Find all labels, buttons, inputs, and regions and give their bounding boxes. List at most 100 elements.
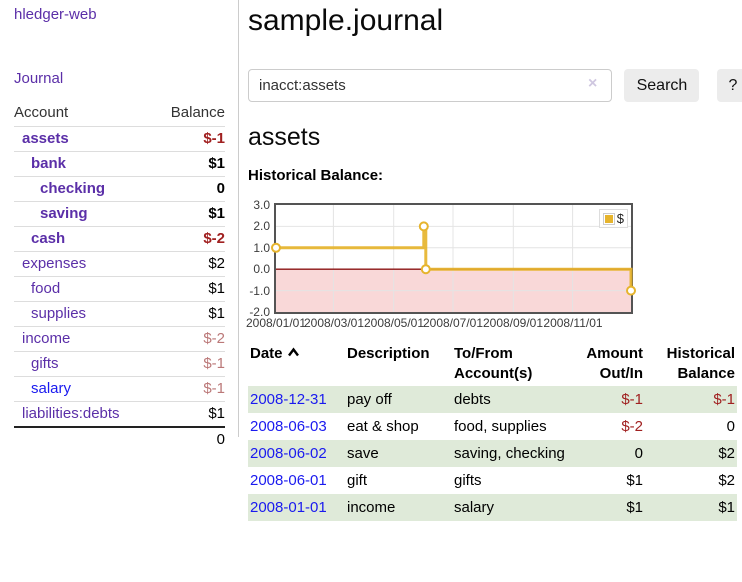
register-row: 2008-06-01 gift gifts $1 $2 — [248, 467, 737, 494]
date-header-label: Date — [250, 345, 283, 362]
clear-search-icon[interactable]: × — [588, 75, 598, 92]
account-balance: $1 — [153, 151, 225, 177]
account-balance: $1 — [153, 301, 225, 327]
main-content: sample.journal × Search ? assets Histori… — [246, 0, 742, 521]
transaction-accounts: debts — [452, 386, 567, 413]
account-total-value: 0 — [153, 426, 225, 452]
transaction-accounts: salary — [452, 494, 567, 521]
account-balance: $1 — [153, 276, 225, 302]
register-row: 2008-12-31 pay off debts $-1 $-1 — [248, 386, 737, 413]
account-link-salary[interactable]: salary — [31, 380, 72, 397]
account-balance-table: Account Balance assets $-1 bank $1 check… — [14, 101, 225, 452]
account-balance: $-1 — [153, 376, 225, 402]
y-tick-label: 0.0 — [253, 262, 270, 276]
transaction-balance: 0 — [726, 418, 735, 435]
account-link-liabilities-debts[interactable]: liabilities:debts — [22, 405, 120, 422]
chart-legend: $ — [598, 209, 628, 228]
transaction-balance: $2 — [718, 472, 735, 489]
balance-column-header: Balance — [170, 104, 225, 121]
transaction-amount: $-1 — [567, 386, 645, 413]
y-tick-label: 2.0 — [253, 219, 270, 233]
date-column-header[interactable]: Date — [248, 342, 345, 386]
register-header-row: Date Description To/From Account(s) Amou… — [248, 342, 737, 386]
y-tick-label: 1.0 — [253, 241, 270, 255]
transaction-balance: $1 — [645, 494, 737, 521]
account-row: assets $-1 — [14, 126, 225, 152]
account-row: food $1 — [14, 276, 225, 302]
transaction-date-link[interactable]: 2008-06-03 — [250, 418, 327, 435]
y-tick-label: 3.0 — [253, 198, 270, 212]
account-link-assets[interactable]: assets — [22, 130, 69, 147]
account-row: cash $-2 — [14, 226, 225, 252]
transaction-date-link[interactable]: 2008-06-01 — [250, 472, 327, 489]
app-title-link[interactable]: hledger-web — [14, 6, 97, 23]
transaction-balance: $2 — [645, 440, 737, 467]
search-input[interactable] — [248, 69, 612, 102]
data-point-marker — [626, 285, 636, 296]
account-link-income[interactable]: income — [22, 330, 71, 347]
balance-column-header: Historical Balance — [666, 345, 735, 382]
account-balance: $1 — [153, 201, 225, 227]
account-balance: $-1 — [153, 351, 225, 377]
transaction-description: eat & shop — [347, 418, 419, 435]
transaction-accounts: food, supplies — [454, 418, 547, 435]
y-tick-label: -2.0 — [249, 305, 270, 319]
account-balance: 0 — [153, 176, 225, 202]
data-point-marker — [418, 221, 429, 232]
account-total-row: 0 — [14, 426, 225, 452]
amount-column-header: Amount Out/In — [586, 345, 643, 382]
help-button[interactable]: ? — [716, 69, 742, 102]
legend-color-swatch — [602, 212, 615, 225]
account-row: income $-2 — [14, 326, 225, 352]
data-point-marker — [271, 242, 281, 253]
search-form: × Search ? — [248, 69, 742, 102]
account-heading: assets — [248, 123, 321, 151]
transaction-description: pay off — [345, 386, 452, 413]
transaction-description: gift — [347, 472, 368, 489]
account-link-bank[interactable]: bank — [31, 155, 67, 172]
accounts-column-header: To/From Account(s) — [454, 345, 533, 382]
account-balance: $-1 — [153, 126, 225, 152]
chart-plot-area[interactable] — [271, 205, 636, 312]
account-balance: $1 — [153, 401, 225, 427]
account-link-saving[interactable]: saving — [40, 205, 88, 222]
transaction-amount: $1 — [626, 472, 643, 489]
x-tick-label: 2008/07/01 — [422, 316, 484, 330]
transaction-amount: $1 — [567, 494, 645, 521]
sidebar-item-journal[interactable]: Journal — [14, 70, 64, 87]
gridlines — [276, 205, 631, 312]
data-point-marker — [420, 264, 431, 275]
transaction-date-link[interactable]: 2008-12-31 — [250, 391, 327, 408]
y-tick-label: -1.0 — [249, 284, 270, 298]
account-link-cash[interactable]: cash — [31, 230, 66, 247]
account-link-supplies[interactable]: supplies — [31, 305, 87, 322]
data-point-markers — [271, 221, 636, 296]
historical-balance-chart[interactable]: 3.0 2.0 1.0 0.0 -1.0 -2.0 2008/01/01 200… — [246, 198, 636, 330]
transaction-accounts: saving, checking — [452, 440, 567, 467]
transaction-accounts: gifts — [454, 472, 482, 489]
sidebar: hledger-web Journal Account Balance asse… — [0, 0, 239, 452]
register-row: 2008-06-02 save saving, checking 0 $2 — [248, 440, 737, 467]
account-link-expenses[interactable]: expenses — [22, 255, 87, 272]
account-row: saving $1 — [14, 201, 225, 227]
account-balance: $2 — [153, 251, 225, 277]
account-link-gifts[interactable]: gifts — [31, 355, 59, 372]
account-table-header: Account Balance — [14, 101, 225, 127]
account-row: supplies $1 — [14, 301, 225, 327]
register-table: Date Description To/From Account(s) Amou… — [248, 342, 737, 521]
x-tick-label: 2008/11/01 — [543, 316, 603, 330]
description-column-header: Description — [347, 345, 430, 362]
account-balance: $-2 — [153, 326, 225, 352]
account-row: liabilities:debts $1 — [14, 401, 225, 427]
sort-ascending-icon — [287, 344, 300, 364]
account-link-food[interactable]: food — [31, 280, 61, 297]
search-button[interactable]: Search — [624, 69, 700, 102]
x-tick-label: 2008/03/01 — [303, 316, 365, 330]
account-row: gifts $-1 — [14, 351, 225, 377]
transaction-date-link[interactable]: 2008-01-01 — [250, 499, 327, 516]
transaction-balance: $-1 — [645, 386, 737, 413]
x-tick-label: 2008/09/01 — [482, 316, 544, 330]
register-row: 2008-01-01 income salary $1 $1 — [248, 494, 737, 521]
transaction-date-link[interactable]: 2008-06-02 — [250, 445, 327, 462]
account-link-checking[interactable]: checking — [40, 180, 106, 197]
